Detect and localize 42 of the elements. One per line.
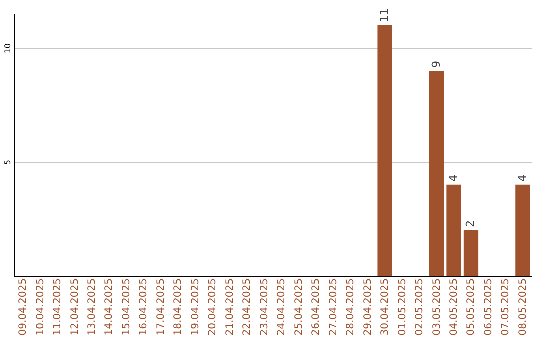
x-tick-label: 20.04.2025 xyxy=(208,278,219,336)
data-label: 11 xyxy=(378,8,392,22)
data-label: 4 xyxy=(516,174,529,182)
x-tick-label: 10.04.2025 xyxy=(35,278,46,336)
y-tick-label: 5 xyxy=(4,160,12,166)
x-tick-label: 04.05.2025 xyxy=(449,278,460,336)
bar xyxy=(516,184,530,276)
x-tick-label: 14.04.2025 xyxy=(104,278,116,336)
x-tick-label: 29.04.2025 xyxy=(362,278,374,336)
x-tick-label: 09.04.2025 xyxy=(18,278,30,336)
x-tick-label: 21.04.2025 xyxy=(224,278,236,336)
x-tick-label: 02.05.2025 xyxy=(414,278,426,336)
x-tick-label: 25.04.2025 xyxy=(294,278,305,336)
x-tick-label: 30.04.2025 xyxy=(380,278,392,336)
x-tick-label: 13.04.2025 xyxy=(87,278,98,336)
x-tick-label: 23.04.2025 xyxy=(259,278,270,336)
x-tick-label: 27.04.2025 xyxy=(328,278,340,336)
x-tick-label: 17.04.2025 xyxy=(156,278,167,336)
bar xyxy=(446,184,462,276)
bar xyxy=(429,70,444,276)
data-label: 4 xyxy=(447,174,460,182)
x-tick-label: 03.05.2025 xyxy=(432,278,443,336)
bar xyxy=(378,25,392,276)
x-tick-label: 19.04.2025 xyxy=(190,278,202,336)
x-tick-label: 22.04.2025 xyxy=(242,278,254,336)
x-tick-label: 05.05.2025 xyxy=(466,278,478,336)
bar xyxy=(464,230,479,276)
x-tick-label: 07.05.2025 xyxy=(500,278,512,336)
x-tick-label: 26.04.2025 xyxy=(311,278,322,336)
data-label: 9 xyxy=(430,60,443,68)
x-tick-label: 11.04.2025 xyxy=(52,278,64,336)
data-label: 2 xyxy=(464,220,478,228)
x-tick-label: 08.05.2025 xyxy=(518,278,529,336)
x-tick-label: 24.04.2025 xyxy=(276,278,288,336)
x-tick-label: 01.05.2025 xyxy=(397,278,408,336)
x-tick-label: 06.05.2025 xyxy=(483,278,494,336)
x-tick-label: 15.04.2025 xyxy=(121,278,132,336)
x-tick-label: 18.04.2025 xyxy=(173,278,184,336)
x-tick-label: 16.04.2025 xyxy=(138,278,150,336)
x-tick-label: 28.04.2025 xyxy=(346,278,357,336)
y-tick-label: 10 xyxy=(4,44,12,54)
x-tick-label: 12.04.2025 xyxy=(70,278,81,336)
